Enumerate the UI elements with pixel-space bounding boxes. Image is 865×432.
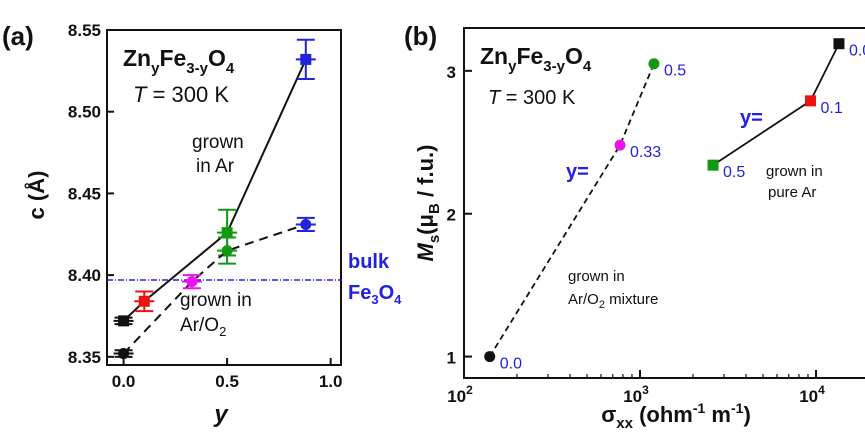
y-tick-label: 8.55: [68, 21, 101, 40]
panel-b-frame: [463, 27, 865, 379]
data-point: [648, 58, 660, 70]
data-point: [118, 348, 130, 360]
x-tick-label: 104: [799, 383, 825, 406]
series-line-ar: [122, 59, 307, 322]
point-y-label: 0.0: [849, 43, 865, 60]
panel-a-compound: ZnyFe3-yO4: [123, 45, 235, 77]
panel-a-ylabel: c (Å): [23, 171, 49, 220]
panel-b-xlabel: σxx (ohm-1 m-1): [601, 400, 751, 432]
data-point: [138, 295, 150, 307]
x-tick-label: 0.5: [215, 372, 239, 391]
bulk-fe3o4-label: Fe3O4: [348, 282, 402, 307]
panel-a: 8.35 8.40 8.45 8.50 8.55 0.0 0.5 1.0 ZnyFe3-yO4…: [23, 21, 402, 428]
data-point: [221, 245, 233, 257]
point-y-label: 0.5: [723, 164, 745, 181]
y-tick-label: 8.40: [68, 266, 101, 285]
y-tick-label: 8.35: [68, 348, 101, 367]
panel-b-compound: ZnyFe3-yO4: [480, 43, 592, 75]
annotation-grown-in-ar-o2-mixture: grown in Ar/O2 mixture: [568, 268, 658, 311]
panel-b: 1 2 3 102 103 104 0.0 0.33 0.5 0.5 0.1 0.0 ZnyFe3-y…: [413, 27, 865, 432]
data-point: [300, 218, 312, 230]
panel-a-xlabel: y: [213, 401, 229, 428]
y-tick-label: 8.45: [68, 184, 101, 203]
y-equals-label-left: y=: [566, 161, 589, 183]
point-y-label: 0.0: [500, 356, 522, 373]
data-point: [186, 276, 198, 288]
panel-a-frame: [106, 29, 342, 366]
point-y-label: 0.1: [820, 100, 842, 117]
data-point: [804, 95, 816, 107]
annotation-grown-in-ar-o2: grown in Ar/O2: [180, 290, 257, 339]
annotation-grown-in-pure-ar: grown in pure Ar: [766, 163, 827, 201]
x-tick-label: 0.0: [112, 372, 136, 391]
x-tick-label: 103: [623, 383, 649, 406]
point-y-label: 0.33: [630, 144, 661, 161]
x-tick-label: 1.0: [319, 372, 343, 391]
panel-b-temperature: T = 300 K: [488, 87, 576, 109]
panel-a-label: (a): [2, 21, 34, 51]
y-tick-label: 3: [447, 63, 456, 82]
point-y-label: 0.5: [664, 63, 686, 80]
data-point: [833, 38, 845, 50]
panel-b-label: (b): [404, 21, 437, 51]
data-point: [221, 227, 233, 239]
data-point: [118, 315, 130, 327]
series-line-ar-o2: [122, 223, 307, 355]
data-point: [707, 159, 719, 171]
y-equals-label-right: y=: [740, 107, 763, 129]
data-point: [614, 139, 626, 151]
panel-a-temperature: T = 300 K: [133, 82, 229, 107]
y-tick-label: 1: [447, 349, 456, 368]
x-tick-label: 102: [447, 383, 473, 406]
panel-b-ylabel: Ms(μB / f.u.): [413, 145, 443, 262]
y-tick-label: 2: [447, 206, 456, 225]
series-line-ar-o2-mixture: [488, 63, 655, 358]
data-point: [300, 53, 312, 65]
y-tick-label: 8.50: [68, 103, 101, 122]
bulk-label: bulk: [348, 251, 390, 273]
data-point: [484, 351, 496, 363]
annotation-grown-in-ar: grown in Ar: [192, 132, 249, 177]
